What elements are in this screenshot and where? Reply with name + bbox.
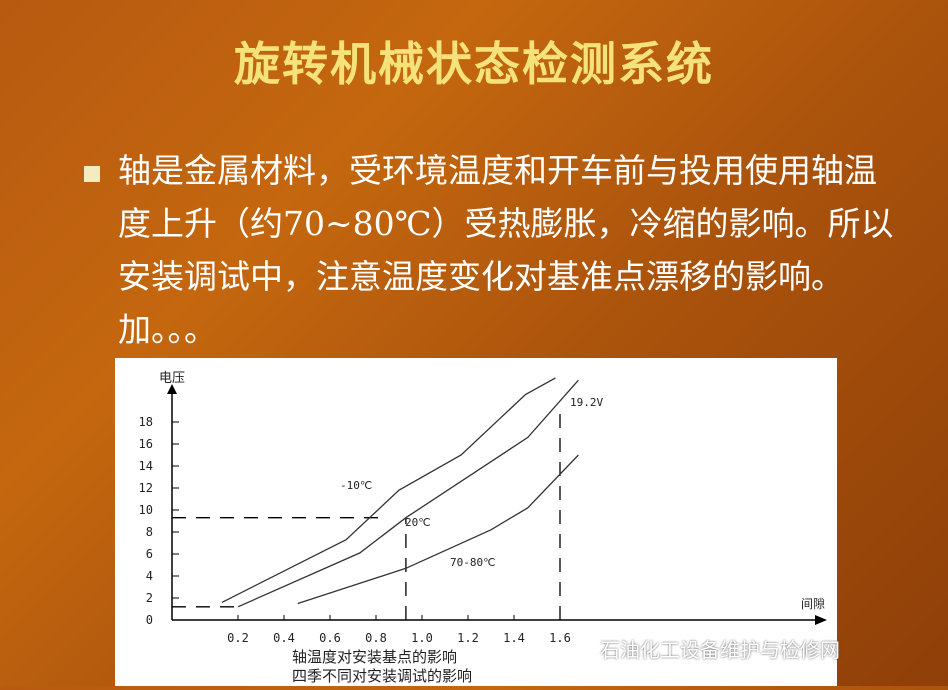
x-axis-label: 间隙 (801, 597, 825, 611)
series-label: 70-80℃ (450, 556, 495, 569)
x-tick-label: 1.6 (549, 631, 571, 645)
series-line (237, 379, 579, 608)
slide-title: 旋转机械状态检测系统 (234, 37, 714, 91)
y-tick-label: 10 (139, 503, 153, 517)
x-tick-label: 1.0 (411, 631, 433, 645)
series-label: -10℃ (340, 479, 372, 492)
y-tick-label: 16 (139, 437, 153, 451)
series-line (297, 454, 579, 605)
x-tick-label: 0.4 (273, 631, 295, 645)
y-axis-label: 电压 (159, 371, 185, 386)
y-tick-label: 0 (146, 613, 153, 627)
x-tick-label: 0.6 (319, 631, 341, 645)
y-tick-label: 2 (146, 591, 153, 605)
series-line (221, 377, 556, 603)
x-axis-arrow (815, 615, 827, 625)
watermark: 石油化工设备维护与检修网 (600, 638, 840, 662)
y-tick-label: 12 (139, 481, 153, 495)
y-tick-label: 6 (146, 547, 153, 561)
chart: 电压间隙 0 2 4 6 8 10 12 14 16 18 0.2 0.4 0.6 0.8 1.0 1.2 1.4… (115, 358, 837, 686)
y-tick-label: 8 (146, 525, 153, 539)
bullet-icon (84, 166, 100, 182)
bullet-text: 轴是金属材料，受环境温度和开车前与投用使用轴温度上升（约70~80℃）受热膨胀，… (118, 151, 894, 349)
annotation: 19.2V (570, 396, 603, 409)
x-tick-label: 0.2 (227, 631, 249, 645)
y-tick-label: 4 (146, 569, 153, 583)
chart-caption: 四季不同对安装调试的影响 (292, 667, 472, 685)
x-tick-label: 1.2 (457, 631, 479, 645)
y-axis-arrow (167, 384, 177, 394)
series-label: 20℃ (405, 516, 431, 529)
y-tick-label: 18 (139, 415, 153, 429)
x-tick-label: 1.4 (503, 631, 525, 645)
chart-caption: 轴温度对安装基点的影响 (292, 648, 457, 666)
x-tick-label: 0.8 (365, 631, 387, 645)
y-tick-label: 14 (139, 459, 153, 473)
